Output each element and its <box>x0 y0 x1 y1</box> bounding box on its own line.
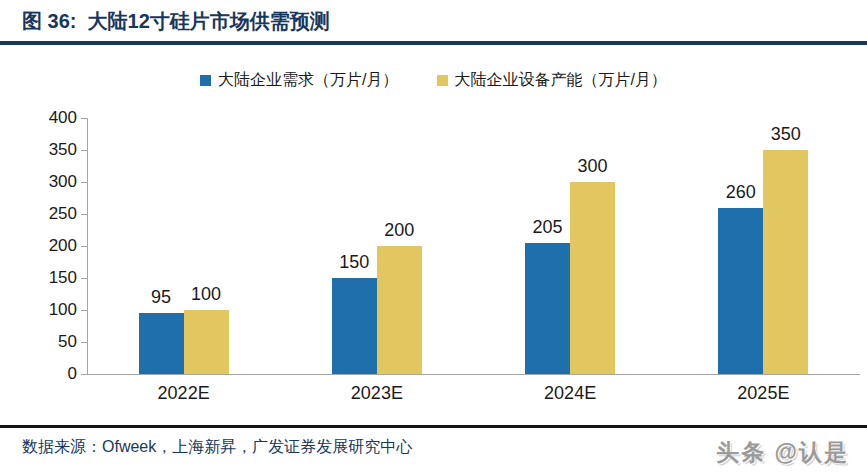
bar-value-label: 100 <box>191 284 221 305</box>
bar-value-label: 260 <box>726 182 756 203</box>
y-axis-tick <box>81 374 87 375</box>
bar-value-label: 95 <box>151 287 171 308</box>
legend-item-capacity: 大陆企业设备产能（万片/月） <box>437 69 667 91</box>
bar-demand-2024E: 205 <box>525 243 570 374</box>
bar-value-label: 205 <box>533 217 563 238</box>
x-axis-category-label: 2024E <box>474 383 667 404</box>
bar-capacity-2025E: 350 <box>763 150 808 374</box>
bar-group-2024E: 205300 <box>474 118 667 374</box>
x-axis-labels: 2022E2023E2024E2025E <box>87 383 860 404</box>
y-axis-tick-label: 300 <box>17 172 77 192</box>
legend-swatch-icon <box>437 75 448 86</box>
y-axis-tick-label: 350 <box>17 140 77 160</box>
y-axis-tick-label: 50 <box>17 332 77 352</box>
bar-group-2025E: 260350 <box>667 118 860 374</box>
chart-legend: 大陆企业需求（万片/月） 大陆企业设备产能（万片/月） <box>0 69 867 91</box>
x-axis-category-label: 2025E <box>667 383 860 404</box>
footer-divider <box>0 425 867 428</box>
bar-demand-2022E: 95 <box>139 313 184 374</box>
bar-capacity-2024E: 300 <box>570 182 615 374</box>
y-axis-tick-label: 100 <box>17 300 77 320</box>
bar-group-2022E: 95100 <box>87 118 280 374</box>
bar-value-label: 300 <box>578 156 608 177</box>
bar-demand-2025E: 260 <box>718 208 763 374</box>
y-axis-tick-label: 400 <box>17 108 77 128</box>
title-underline <box>0 41 867 45</box>
x-axis-category-label: 2022E <box>87 383 280 404</box>
legend-swatch-icon <box>200 75 211 86</box>
y-axis-tick-label: 150 <box>17 268 77 288</box>
legend-item-demand: 大陆企业需求（万片/月） <box>200 69 398 91</box>
watermark: 头条 @认是 <box>716 437 849 468</box>
figure-title: 图 36: 大陆12寸硅片市场供需预测 <box>22 6 330 36</box>
bar-value-label: 200 <box>384 220 414 241</box>
legend-label: 大陆企业需求（万片/月） <box>218 69 398 91</box>
figure-panel: 图 36: 大陆12寸硅片市场供需预测 大陆企业需求（万片/月） 大陆企业设备产能… <box>0 0 867 474</box>
bar-demand-2023E: 150 <box>332 278 377 374</box>
bar-value-label: 350 <box>771 124 801 145</box>
bar-capacity-2022E: 100 <box>184 310 229 374</box>
y-axis-tick-label: 250 <box>17 204 77 224</box>
y-axis-tick-label: 200 <box>17 236 77 256</box>
x-axis-category-label: 2023E <box>280 383 473 404</box>
bar-plot-area: 95100150200205300260350 <box>87 118 860 374</box>
bar-capacity-2023E: 200 <box>377 246 422 374</box>
bar-value-label: 150 <box>339 252 369 273</box>
y-axis-tick-label: 0 <box>17 364 77 384</box>
x-axis-line <box>87 374 860 375</box>
data-source: 数据来源：Ofweek，上海新昇，广发证券发展研究中心 <box>22 437 412 458</box>
legend-label: 大陆企业设备产能（万片/月） <box>455 69 667 91</box>
bar-group-2023E: 150200 <box>280 118 473 374</box>
